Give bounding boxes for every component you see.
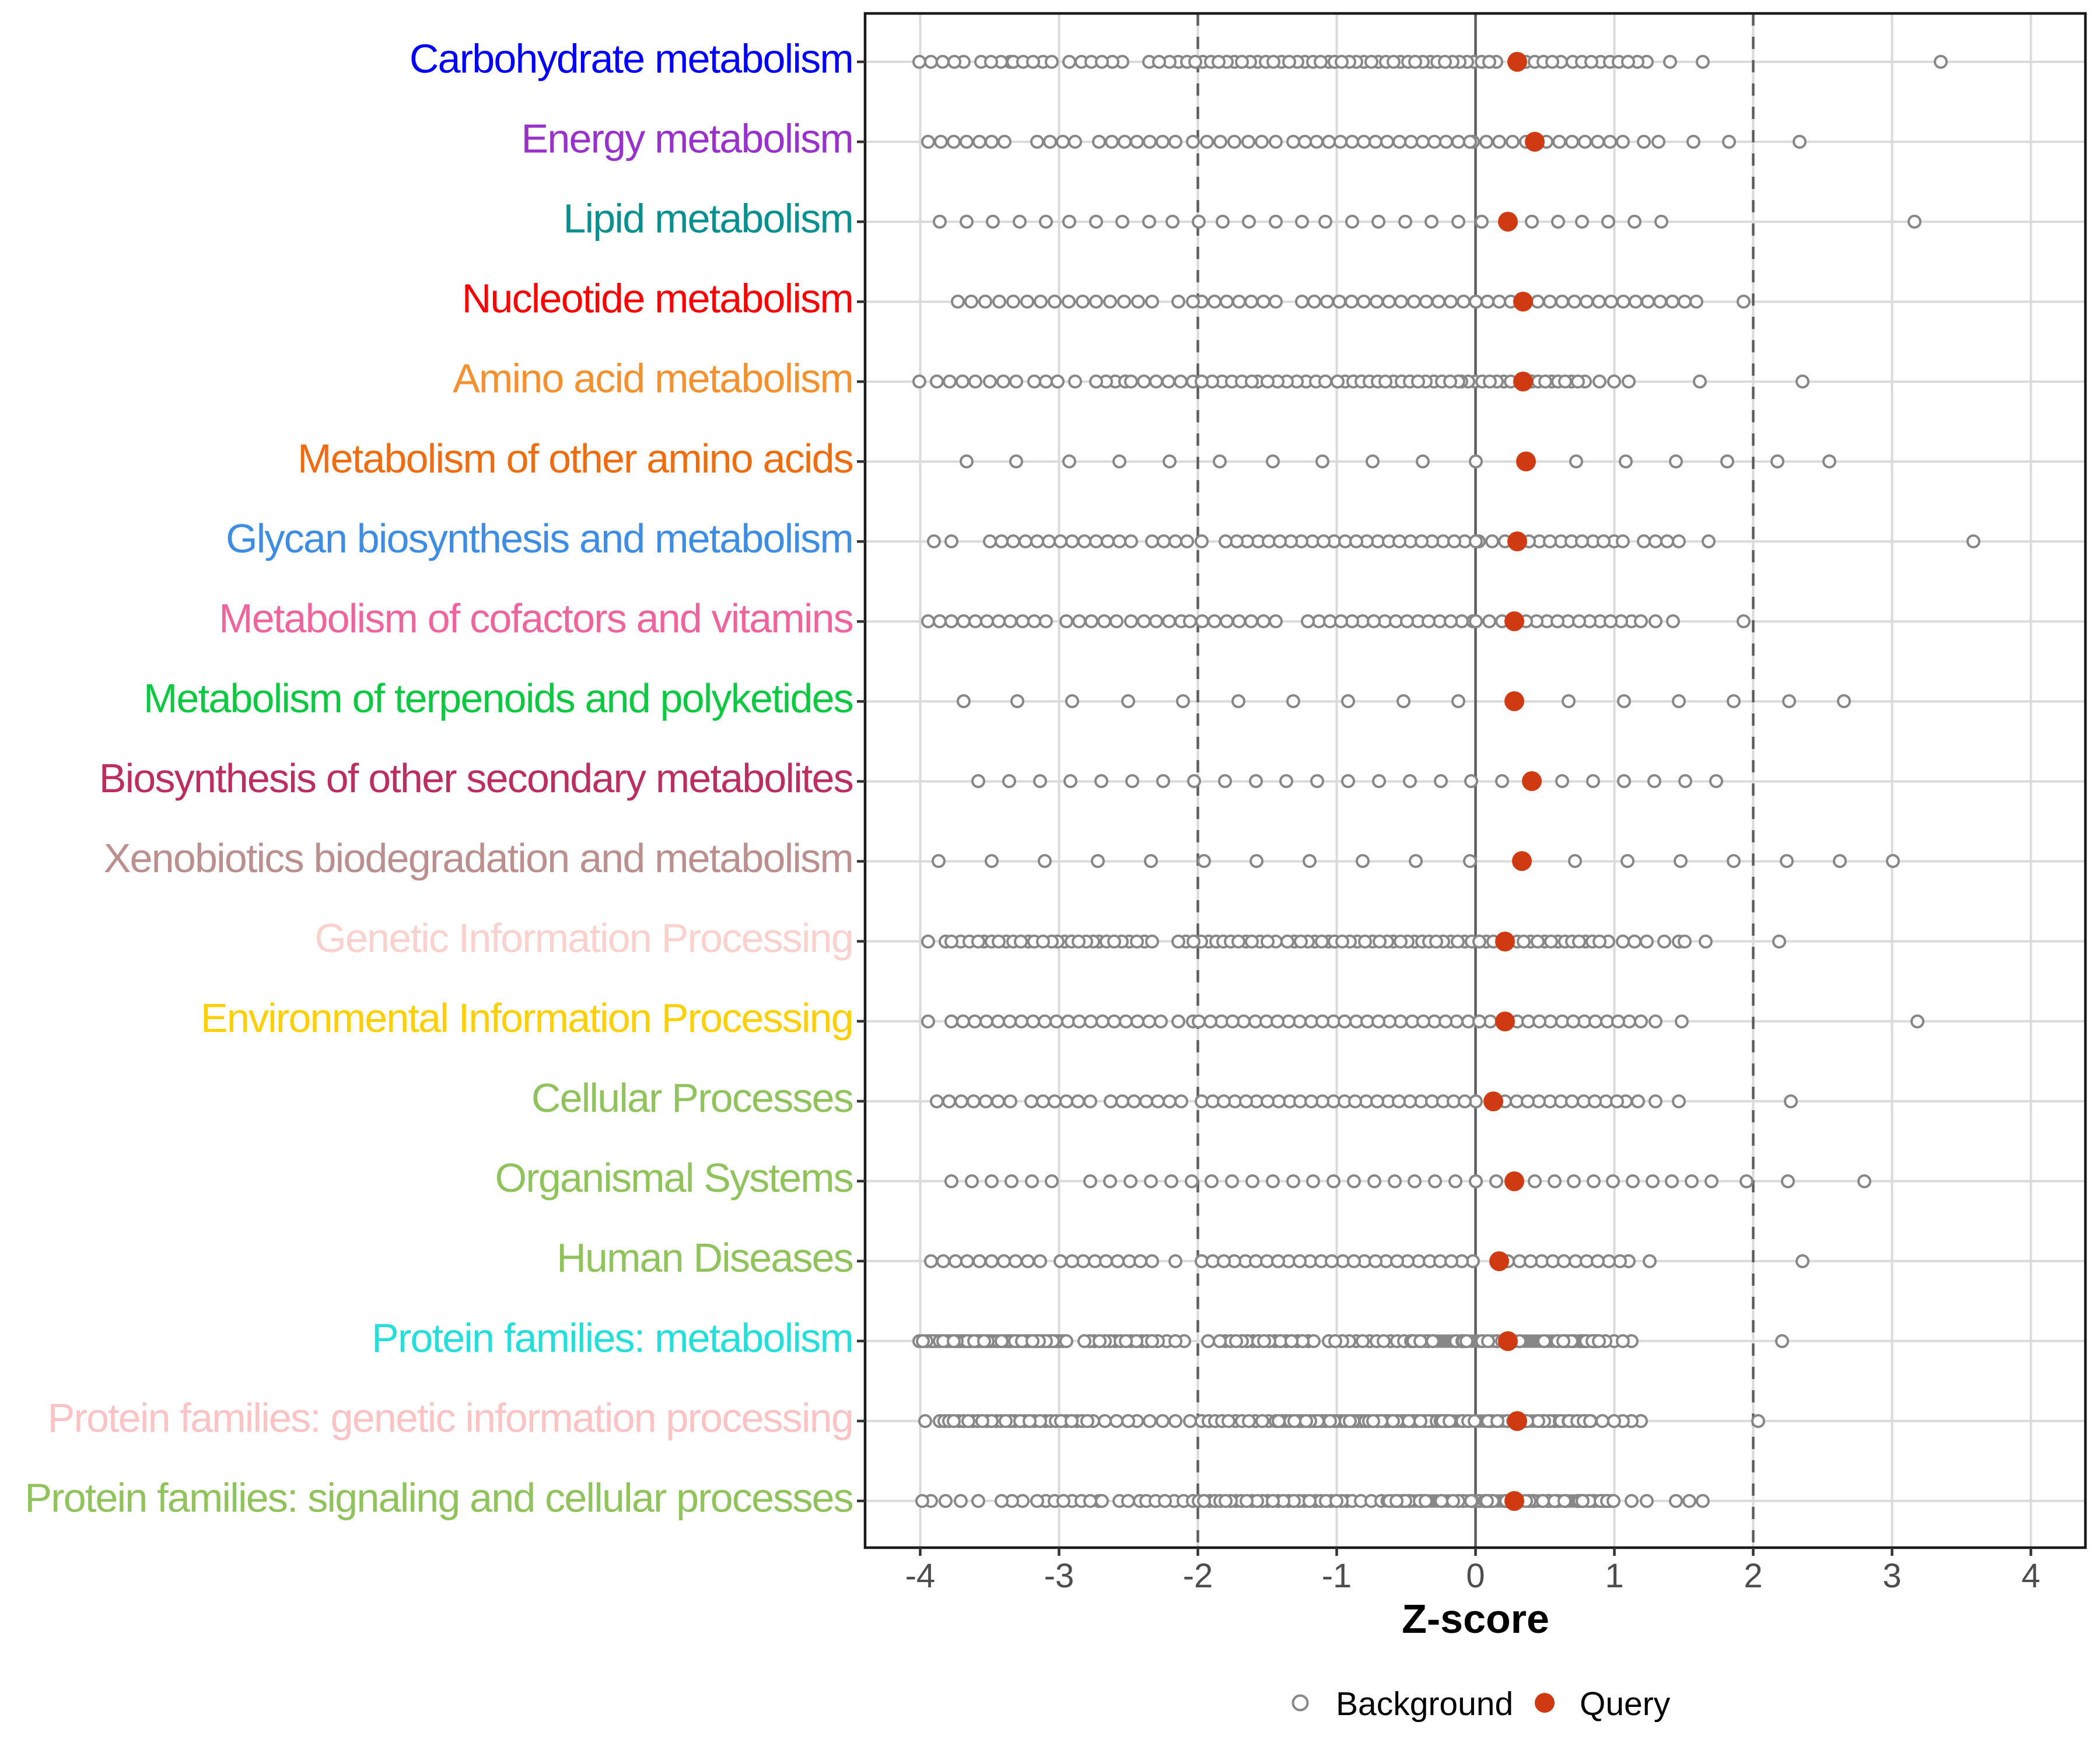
svg-text:Metabolism of other amino acid: Metabolism of other amino acids — [298, 436, 853, 481]
svg-text:1: 1 — [1605, 1557, 1623, 1595]
svg-text:Glycan biosynthesis and metabo: Glycan biosynthesis and metabolism — [226, 516, 853, 561]
svg-text:-3: -3 — [1044, 1557, 1074, 1595]
svg-text:Energy metabolism: Energy metabolism — [521, 116, 853, 162]
svg-text:3: 3 — [1882, 1557, 1901, 1595]
svg-text:Lipid metabolism: Lipid metabolism — [564, 196, 853, 242]
svg-text:Nucleotide metabolism: Nucleotide metabolism — [462, 276, 853, 321]
svg-text:Environmental Information Proc: Environmental Information Processing — [201, 995, 853, 1041]
svg-text:Protein families: genetic info: Protein families: genetic information pr… — [48, 1395, 853, 1440]
svg-text:-4: -4 — [905, 1557, 936, 1595]
svg-text:Carbohydrate metabolism: Carbohydrate metabolism — [410, 36, 853, 82]
svg-text:Human Diseases: Human Diseases — [556, 1235, 853, 1280]
svg-text:-2: -2 — [1183, 1557, 1213, 1595]
svg-text:Biosynthesis of other secondar: Biosynthesis of other secondary metaboli… — [99, 755, 853, 801]
svg-text:Xenobiotics biodegradation and: Xenobiotics biodegradation and metabolis… — [104, 835, 853, 881]
svg-text:Genetic Information Processing: Genetic Information Processing — [314, 915, 853, 961]
svg-text:Metabolism of cofactors and vi: Metabolism of cofactors and vitamins — [219, 596, 853, 641]
svg-text:-1: -1 — [1322, 1557, 1352, 1595]
svg-text:Query: Query — [1580, 1685, 1671, 1723]
svg-text:4: 4 — [2021, 1557, 2040, 1595]
svg-text:2: 2 — [1744, 1557, 1762, 1595]
svg-text:0: 0 — [1466, 1557, 1485, 1595]
svg-text:Background: Background — [1336, 1685, 1513, 1723]
svg-text:Amino acid metabolism: Amino acid metabolism — [453, 356, 853, 401]
svg-text:Organismal Systems: Organismal Systems — [495, 1155, 853, 1201]
svg-text:Metabolism of terpenoids and p: Metabolism of terpenoids and polyketides — [144, 676, 853, 721]
svg-text:Z-score: Z-score — [1402, 1596, 1549, 1642]
svg-text:Protein families: metabolism: Protein families: metabolism — [372, 1315, 853, 1360]
svg-text:Protein families: signaling an: Protein families: signaling and cellular… — [24, 1475, 853, 1520]
svg-text:Cellular Processes: Cellular Processes — [531, 1075, 853, 1121]
